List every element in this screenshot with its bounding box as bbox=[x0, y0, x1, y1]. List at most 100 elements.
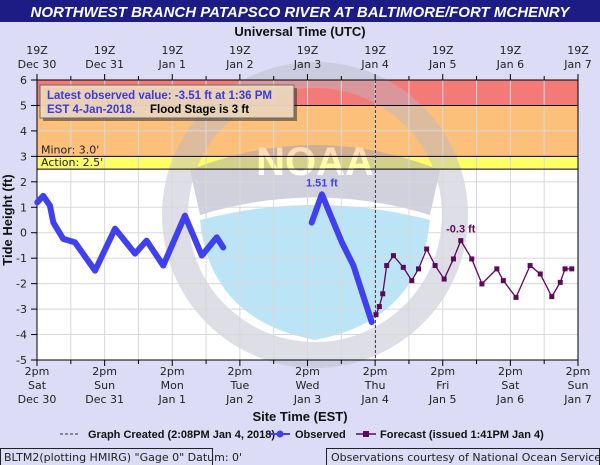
y-tick-label: 5 bbox=[20, 99, 27, 112]
forecast-point bbox=[562, 266, 568, 272]
forecast-point bbox=[380, 291, 386, 297]
watermark-text: NOAA bbox=[256, 140, 374, 184]
bottom-tick-label: Fri bbox=[436, 379, 449, 392]
footer-left-box bbox=[0, 448, 213, 465]
bottom-tick-label: 2pm bbox=[430, 365, 455, 378]
y-tick-label: -4 bbox=[16, 329, 27, 342]
forecast-point bbox=[424, 246, 430, 252]
top-tick-label: 19Z bbox=[161, 44, 183, 57]
chart-title: NORTHWEST BRANCH PATAPSCO RIVER AT BALTI… bbox=[31, 4, 572, 21]
x-axis-label: Site Time (EST) bbox=[252, 409, 347, 424]
bottom-tick-label: 2pm bbox=[363, 365, 388, 378]
bottom-tick-label: 2pm bbox=[92, 365, 117, 378]
footer-left: BLTM2(plotting HMIRG) "Gage 0" Datum: 0' bbox=[4, 451, 242, 464]
forecast-point bbox=[458, 238, 464, 244]
observed-line bbox=[308, 191, 375, 326]
bottom-tick-label: Mon bbox=[161, 379, 184, 392]
flood-stage-text: Flood Stage is 3 ft bbox=[150, 104, 249, 116]
forecast-point bbox=[376, 304, 382, 310]
y-tick-label: 3 bbox=[20, 150, 27, 163]
bottom-tick-label: Jan 3 bbox=[293, 393, 321, 406]
top-tick-label: 19Z bbox=[432, 44, 454, 57]
forecast-point bbox=[432, 263, 438, 269]
title-bar bbox=[0, 0, 600, 22]
y-tick-label: -2 bbox=[16, 278, 27, 291]
top-tick-label: Jan 7 bbox=[563, 58, 591, 71]
forecast-point bbox=[469, 256, 475, 262]
band-label: Action: 2.5' bbox=[41, 156, 103, 169]
bottom-tick-label: Jan 2 bbox=[225, 393, 253, 406]
bottom-tick-label: Jan 4 bbox=[360, 393, 388, 406]
legend: Graph Created (2:08PM Jan 4, 2018) Obser… bbox=[60, 429, 544, 441]
bottom-tick-label: Tue bbox=[229, 379, 249, 392]
bottom-tick-label: Jan 7 bbox=[563, 393, 591, 406]
y-tick-label: 6 bbox=[20, 74, 27, 87]
y-tick-label: 1 bbox=[20, 201, 27, 214]
bottom-tick-label: 2pm bbox=[295, 365, 320, 378]
data-label: -0.3 ft bbox=[446, 224, 476, 236]
top-tick-label: Dec 31 bbox=[85, 58, 124, 71]
watermark-bird bbox=[190, 145, 440, 215]
bottom-tick-label: Dec 31 bbox=[85, 393, 124, 406]
y-tick-label: -3 bbox=[16, 303, 27, 316]
latest-value-text: Latest observed value: -3.51 ft at 1:36 … bbox=[47, 90, 272, 102]
top-tick-label: Jan 3 bbox=[293, 58, 321, 71]
y-axis-label: Tide Height (ft) bbox=[0, 174, 15, 265]
forecast-point bbox=[549, 294, 555, 300]
y-tick-label: 2 bbox=[20, 176, 27, 189]
forecast-point bbox=[527, 263, 533, 269]
latest-value-date: EST 4-Jan-2018. bbox=[47, 104, 135, 116]
y-tick-label: -1 bbox=[16, 252, 27, 265]
forecast-point bbox=[479, 281, 485, 287]
y-tick-label: 4 bbox=[20, 125, 27, 138]
top-tick-label: 19Z bbox=[364, 44, 386, 57]
top-tick-label: Jan 4 bbox=[360, 58, 388, 71]
top-tick-label: Jan 5 bbox=[428, 58, 456, 71]
forecast-point bbox=[416, 266, 422, 272]
forecast-point bbox=[384, 263, 390, 269]
top-tick-label: 19Z bbox=[567, 44, 589, 57]
forecast-point bbox=[390, 253, 396, 259]
forecast-point bbox=[513, 294, 519, 300]
bottom-tick-label: Sun bbox=[94, 379, 115, 392]
top-tick-label: Dec 30 bbox=[18, 58, 57, 71]
y-tick-label: -5 bbox=[16, 354, 27, 367]
noaa-watermark: NOAA bbox=[162, 62, 468, 368]
legend-observed: Observed bbox=[295, 429, 346, 441]
forecast-point bbox=[494, 266, 500, 272]
legend-forecast: Forecast (issued 1:41PM Jan 4) bbox=[380, 429, 544, 441]
bottom-tick-label: Jan 6 bbox=[496, 393, 524, 406]
top-tick-label: Jan 6 bbox=[496, 58, 524, 71]
forecast-point bbox=[441, 276, 447, 282]
bottom-tick-label: Dec 30 bbox=[18, 393, 57, 406]
legend-forecast-marker bbox=[363, 431, 369, 437]
top-tick-label: Jan 1 bbox=[158, 58, 186, 71]
legend-observed-marker bbox=[276, 430, 284, 438]
top-tick-label: 19Z bbox=[26, 44, 48, 57]
data-label: 1.51 ft bbox=[306, 177, 338, 189]
watermark-wave bbox=[200, 205, 430, 340]
top-tick-label: 19Z bbox=[500, 44, 522, 57]
bottom-tick-label: 2pm bbox=[160, 365, 185, 378]
top-tick-label: 19Z bbox=[229, 44, 251, 57]
bottom-tick-label: 2pm bbox=[566, 365, 591, 378]
forecast-point bbox=[500, 278, 506, 284]
bottom-tick-label: 2pm bbox=[25, 365, 50, 378]
latest-value-box: Latest observed value: -3.51 ft at 1:36 … bbox=[39, 84, 297, 121]
observed-line bbox=[34, 192, 227, 274]
top-tick-label: Jan 2 bbox=[225, 58, 253, 71]
band-label: Minor: 3.0' bbox=[41, 143, 99, 156]
bottom-tick-label: 2pm bbox=[498, 365, 523, 378]
bottom-tick-label: Wed bbox=[296, 379, 320, 392]
bottom-tick-label: Sat bbox=[501, 379, 520, 392]
bottom-tick-label: 2pm bbox=[228, 365, 253, 378]
top-axis-label: Universal Time (UTC) bbox=[234, 24, 365, 39]
forecast-point bbox=[373, 312, 379, 318]
forecast-point bbox=[400, 264, 406, 270]
forecast-point bbox=[537, 271, 543, 277]
forecast-point bbox=[569, 266, 575, 272]
forecast-point bbox=[409, 278, 415, 284]
forecast-point bbox=[557, 279, 563, 285]
